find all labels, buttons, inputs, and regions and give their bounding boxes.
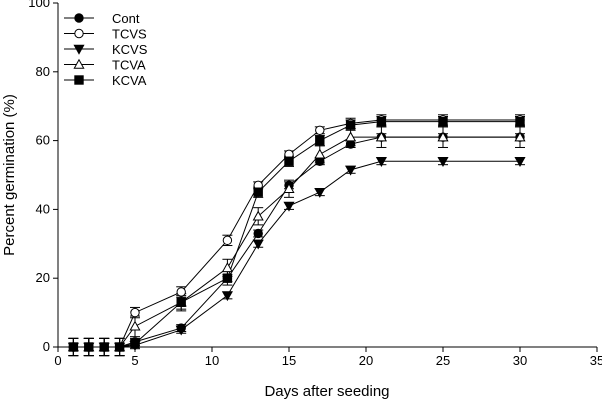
data-point-kcva [84,342,94,352]
data-point-kcva [284,156,294,166]
data-point-kcva [176,297,186,307]
y-tick-label: 60 [36,133,50,148]
x-tick-label: 25 [436,353,450,368]
series-line-tcvs [73,119,520,348]
data-point-tcvs [130,307,140,318]
y-tick-label: 0 [43,339,50,354]
legend-marker [74,75,84,85]
data-point-kcvs [283,201,295,212]
series-line-tcva [73,136,520,348]
y-axis-label: Percent germination (%) [1,94,18,256]
legend-item-kcva: KCVA [64,73,147,88]
data-point-tcvs [315,125,325,135]
legend-item-tcvs: TCVS [64,27,147,42]
x-tick-label: 10 [205,353,219,368]
data-point-kcvs [252,239,264,250]
series-lines [73,119,520,348]
legend-label: TCVA [112,58,146,73]
y-tick-label: 100 [28,0,50,10]
legend-item-tcva: TCVA [64,58,146,73]
error-bars [68,114,525,357]
legend-item-cont: Cont [64,11,140,26]
legend-label: KCVA [112,73,147,88]
data-point-tcva [314,148,326,159]
data-point-tcva [375,131,387,142]
data-point-kcva [438,116,448,127]
data-point-kcva [130,338,140,349]
data-point-kcvs [345,165,357,176]
data-point-kcvs [375,157,387,167]
x-tick-label: 20 [359,353,373,368]
data-point-tcva [283,183,295,193]
y-tick-label: 40 [36,201,50,216]
data-point-kcvs [514,157,526,167]
x-tick-label: 0 [54,353,61,368]
data-point-kcvs [221,291,233,302]
x-tick-label: 35 [590,353,602,368]
markers [67,115,526,353]
data-point-tcva [129,320,141,331]
data-point-kcva [222,273,233,283]
series-line-kcva [73,121,520,348]
x-tick-label: 5 [131,353,138,368]
legend-label: KCVS [112,42,148,57]
data-point-tcvs [176,287,186,297]
data-point-kcva [515,116,525,127]
legend-label: TCVS [112,27,147,42]
axes: 0 5 10 15 20 25 30 35 0 20 40 60 80 100 [28,0,602,368]
data-point-kcva [376,116,387,127]
data-point-tcva [221,262,233,273]
data-point-kcva [68,342,79,352]
x-tick-label: 30 [513,353,527,368]
data-point-kcvs [314,188,326,198]
y-tick-label: 80 [36,64,50,79]
legend-marker [73,58,85,69]
legend-label: Cont [112,11,140,26]
series-line-cont [73,136,520,348]
data-point-kcva [99,342,109,352]
data-point-tcva [437,131,449,142]
x-tick-label: 15 [282,353,296,368]
data-point-kcva [253,187,263,197]
legend-item-kcvs: KCVS [64,42,148,57]
data-point-tcva [252,210,264,221]
series-layer [67,114,526,357]
data-point-cont [253,228,263,239]
y-tick-label: 20 [36,270,50,285]
data-point-kcvs [437,157,449,167]
legend-marker [74,28,84,39]
x-axis-label: Days after seeding [264,383,389,400]
legend-marker [73,44,85,55]
data-point-tcva [345,131,357,142]
data-point-kcva [345,120,356,130]
data-point-kcva [315,135,325,146]
data-point-kcva [114,342,125,352]
data-point-tcva [514,131,526,142]
data-point-tcvs [222,235,233,246]
data-point-kcvs [175,325,187,336]
series-line-kcvs [73,160,520,348]
legend-marker [74,13,84,23]
